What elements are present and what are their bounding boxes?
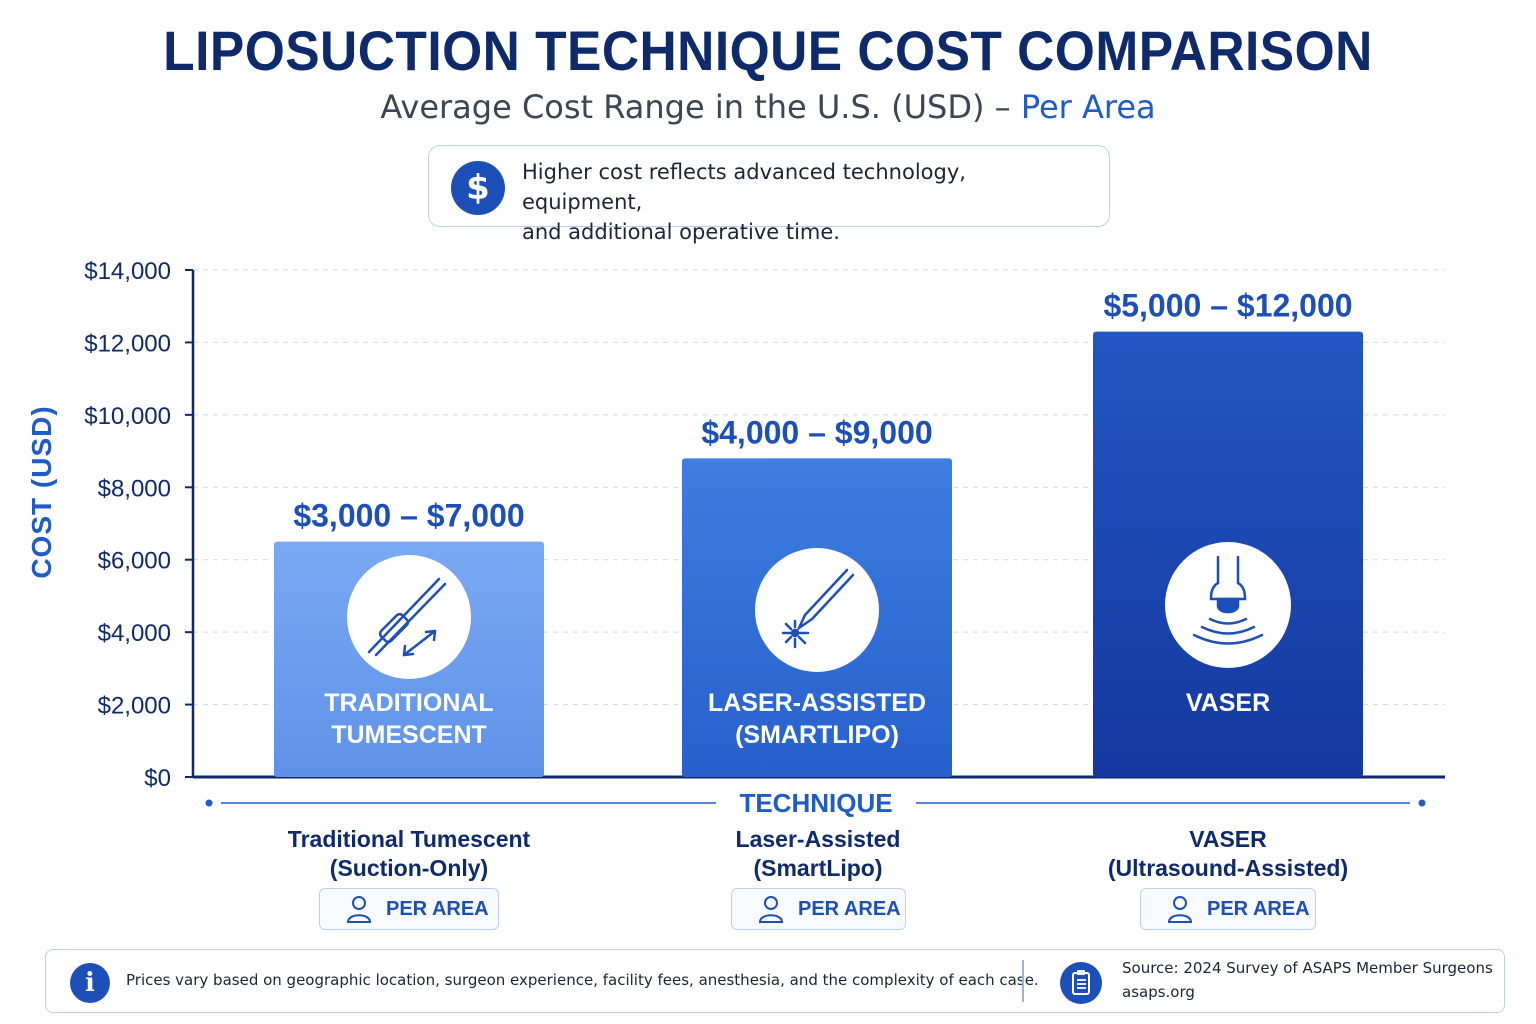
per-area-badge: PER AREA	[1140, 888, 1316, 930]
subtitle-main: Average Cost Range in the U.S. (USD) –	[380, 88, 1021, 126]
per-area-label: PER AREA	[386, 898, 489, 920]
y-axis-label: COST (USD)	[26, 405, 57, 579]
person-icon	[758, 896, 784, 923]
bar-category-label: TRADITIONAL	[324, 689, 493, 717]
cannula-icon	[367, 577, 447, 657]
category-name: VASER	[1189, 826, 1267, 852]
note-line-2: and additional operative time.	[522, 220, 840, 244]
info-icon: i	[70, 963, 110, 1003]
technique-dot	[205, 799, 213, 807]
cost-note-text: Higher cost reflects advanced technology…	[522, 157, 1092, 247]
y-tick-label: $0	[144, 765, 171, 792]
y-tick-label: $4,000	[98, 620, 171, 647]
source-line: Source: 2024 Survey of ASAPS Member Surg…	[1122, 959, 1493, 977]
chart-subtitle: Average Cost Range in the U.S. (USD) – P…	[0, 88, 1536, 126]
y-tick-label: $2,000	[98, 693, 171, 720]
per-area-badge: PER AREA	[731, 888, 906, 930]
category-subname: (Ultrasound-Assisted)	[1107, 855, 1349, 881]
y-tick-label: $14,000	[84, 258, 171, 285]
chart-title: LIPOSUCTION TECHNIQUE COST COMPARISON	[163, 19, 1373, 82]
category-subname: (Suction-Only)	[329, 855, 489, 881]
data-label: $3,000 – $7,000	[293, 498, 524, 534]
y-tick-label: $8,000	[98, 475, 171, 502]
category-subname: (SmartLipo)	[753, 855, 883, 881]
laser-fiber-icon	[781, 568, 855, 649]
technique-dot	[1418, 799, 1426, 807]
source-url[interactable]: asaps.org	[1122, 983, 1195, 1001]
footer-divider	[1022, 960, 1024, 1002]
cost-note-box: $ Higher cost reflects advanced technolo…	[428, 145, 1110, 244]
cannula-icon-bg	[347, 555, 471, 679]
note-line-1: Higher cost reflects advanced technology…	[522, 160, 966, 214]
data-label: $4,000 – $9,000	[701, 414, 932, 450]
bar-category-label: (SMARTLIPO)	[735, 721, 899, 749]
laser-fiber-icon-bg	[755, 548, 879, 672]
y-tick-label: $6,000	[98, 548, 171, 575]
category-vaser: VASER (Ultrasound-Assisted)	[1068, 825, 1388, 883]
category-traditional: Traditional Tumescent (Suction-Only)	[249, 825, 569, 883]
footer-disclaimer: Prices vary based on geographic location…	[126, 971, 1039, 989]
per-area-label: PER AREA	[1207, 898, 1310, 920]
bar-category-label: LASER-ASSISTED	[708, 689, 926, 717]
person-icon	[346, 896, 372, 923]
data-label: $5,000 – $12,000	[1103, 288, 1352, 324]
x-axis-label: TECHNIQUE	[716, 788, 916, 819]
per-area-label: PER AREA	[798, 898, 901, 920]
clipboard-icon	[1060, 962, 1102, 1004]
category-laser: Laser-Assisted (SmartLipo)	[658, 825, 978, 883]
bar-category-label: VASER	[1186, 689, 1270, 717]
subtitle-accent: Per Area	[1020, 88, 1156, 126]
y-tick-label: $12,000	[84, 330, 171, 357]
ultrasound-probe-icon	[1192, 555, 1264, 645]
per-area-badge: PER AREA	[319, 888, 499, 930]
bar-category-label: TUMESCENT	[331, 721, 487, 749]
category-name: Laser-Assisted	[735, 826, 901, 852]
footer-box: i Prices vary based on geographic locati…	[45, 949, 1505, 1013]
y-tick-label: $10,000	[84, 403, 171, 430]
category-name: Traditional Tumescent	[287, 826, 531, 852]
dollar-icon: $	[451, 161, 505, 215]
person-icon	[1167, 896, 1193, 923]
